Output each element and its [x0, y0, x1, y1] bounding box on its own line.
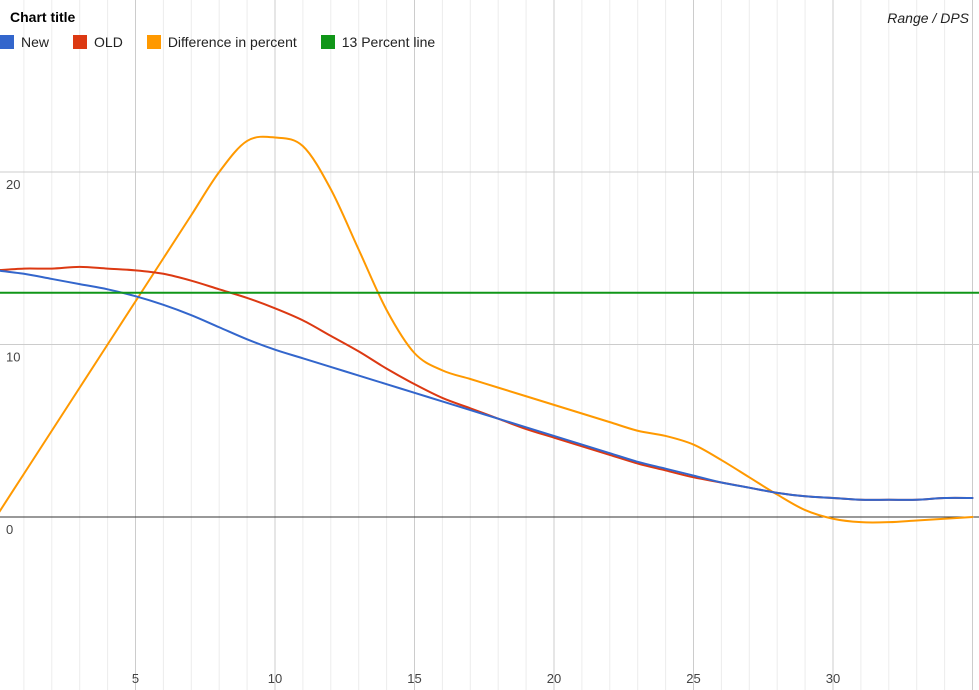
- legend: New OLD Difference in percent 13 Percent…: [0, 34, 459, 50]
- legend-label-new: New: [21, 34, 50, 50]
- legend-swatch-13-percent: [320, 35, 335, 49]
- series-line-new: [0, 269, 974, 501]
- legend-label-old: OLD: [94, 34, 123, 50]
- y-tick-label: 20: [6, 177, 20, 192]
- legend-item-old[interactable]: OLD: [73, 34, 123, 50]
- legend-item-new[interactable]: New: [0, 34, 49, 50]
- x-tick-label: 30: [826, 671, 840, 686]
- y-tick-label: 0: [6, 522, 13, 537]
- x-tick-label: 5: [132, 671, 139, 686]
- legend-label-difference: Difference in percent: [167, 34, 297, 50]
- legend-item-difference[interactable]: Difference in percent: [146, 34, 297, 50]
- series-line-difference: [0, 135, 974, 524]
- legend-swatch-difference: [146, 35, 161, 49]
- legend-swatch-new: [0, 35, 14, 49]
- legend-item-13-percent[interactable]: 13 Percent line: [320, 34, 436, 50]
- chart-title: Chart title: [10, 9, 76, 25]
- tick-labels: 5 10 15 20 25 30 0 10 20: [6, 177, 840, 686]
- series-lines: [0, 135, 979, 524]
- legend-label-13-percent: 13 Percent line: [341, 34, 436, 50]
- x-tick-label: 10: [268, 671, 282, 686]
- axis-corner-label: Range / DPS: [887, 10, 969, 26]
- x-tick-label: 20: [547, 671, 561, 686]
- x-tick-label: 25: [686, 671, 700, 686]
- y-tick-label: 10: [6, 350, 20, 365]
- x-tick-label: 15: [407, 671, 421, 686]
- legend-swatch-old: [73, 35, 88, 49]
